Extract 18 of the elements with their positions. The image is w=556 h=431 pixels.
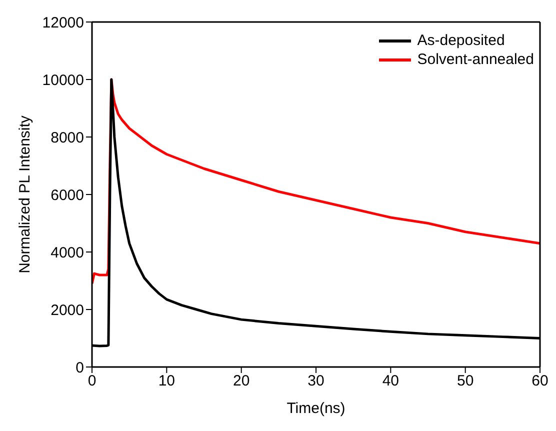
legend-label: Solvent-annealed xyxy=(417,51,534,68)
x-tick-label: 40 xyxy=(382,372,400,390)
x-tick-label: 10 xyxy=(158,372,176,390)
legend-label: As-deposited xyxy=(417,32,505,49)
y-tick-label: 0 xyxy=(76,359,84,376)
x-tick-label: 60 xyxy=(532,372,548,390)
x-tick-label: 30 xyxy=(308,372,324,390)
x-axis-title: Time(ns) xyxy=(286,400,346,417)
y-axis-title: Normalized PL Intensity xyxy=(16,115,34,274)
x-tick-label: 0 xyxy=(88,372,96,390)
y-tick-label: 4000 xyxy=(50,244,84,262)
y-tick-label: 10000 xyxy=(42,72,84,89)
y-tick-label: 12000 xyxy=(42,14,84,32)
y-tick-label: 8000 xyxy=(50,129,84,146)
y-tick-label: 2000 xyxy=(50,302,84,319)
y-tick-label: 6000 xyxy=(50,186,84,204)
x-tick-label: 20 xyxy=(232,372,250,390)
x-tick-label: 50 xyxy=(456,372,474,390)
